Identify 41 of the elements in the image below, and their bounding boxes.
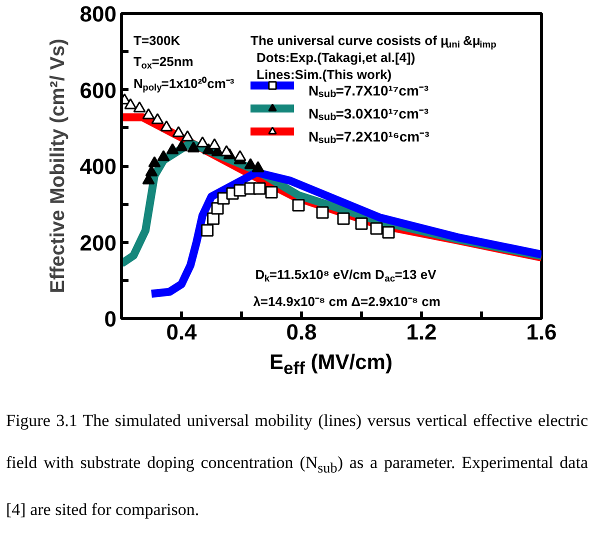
y-tick-label: 800 [80,2,117,26]
point [124,98,137,110]
annotation: λ=14.9x10⁻⁸ cm Δ=2.9x10⁻⁸ cm [253,294,440,309]
x-tick-label: 0.8 [286,320,317,344]
point [196,136,209,148]
y-tick-label: 600 [80,78,117,103]
y-tick-label: 200 [80,230,117,256]
point [166,143,179,154]
x-tick-label: 1.2 [406,320,437,344]
point [337,212,350,225]
point [370,222,383,235]
y-tick-label: 400 [80,154,117,179]
point [382,226,395,239]
point [265,186,278,199]
point [160,120,173,132]
point [187,141,200,152]
y-axis-title: Effective Mobility (cm²/ Vs) [46,38,69,294]
text: Figure 3.1 The simulated universal mobility (lines) versus vertical effective electric field with substrate doping concentration (N$_{sub}$) as a parameter. Experimental data [4] are sited for comparison. [6,411,588,520]
point [151,113,164,124]
point [181,130,194,142]
point [252,161,264,172]
annotation: Dots:Exp.(Takagi,et al.[4]) [256,50,416,65]
point [355,217,368,230]
point [157,150,170,162]
point [316,206,329,219]
point [211,202,224,215]
annotation: Lines:Sim.(This work) [256,67,392,82]
point [172,126,185,138]
y-tick-label: 0 [104,306,117,332]
point [175,140,188,152]
point [253,182,266,195]
point [142,108,155,120]
point [133,101,146,112]
x-tick-label: 1.6 [526,320,557,344]
point [292,199,305,212]
point [148,156,161,168]
annotation: T=300K [134,33,181,48]
point [234,150,246,162]
x-tick-label: 0.4 [166,320,198,344]
point [201,224,214,237]
x-axis-title: E$_{eff}$ (MV/cm) [270,350,392,380]
